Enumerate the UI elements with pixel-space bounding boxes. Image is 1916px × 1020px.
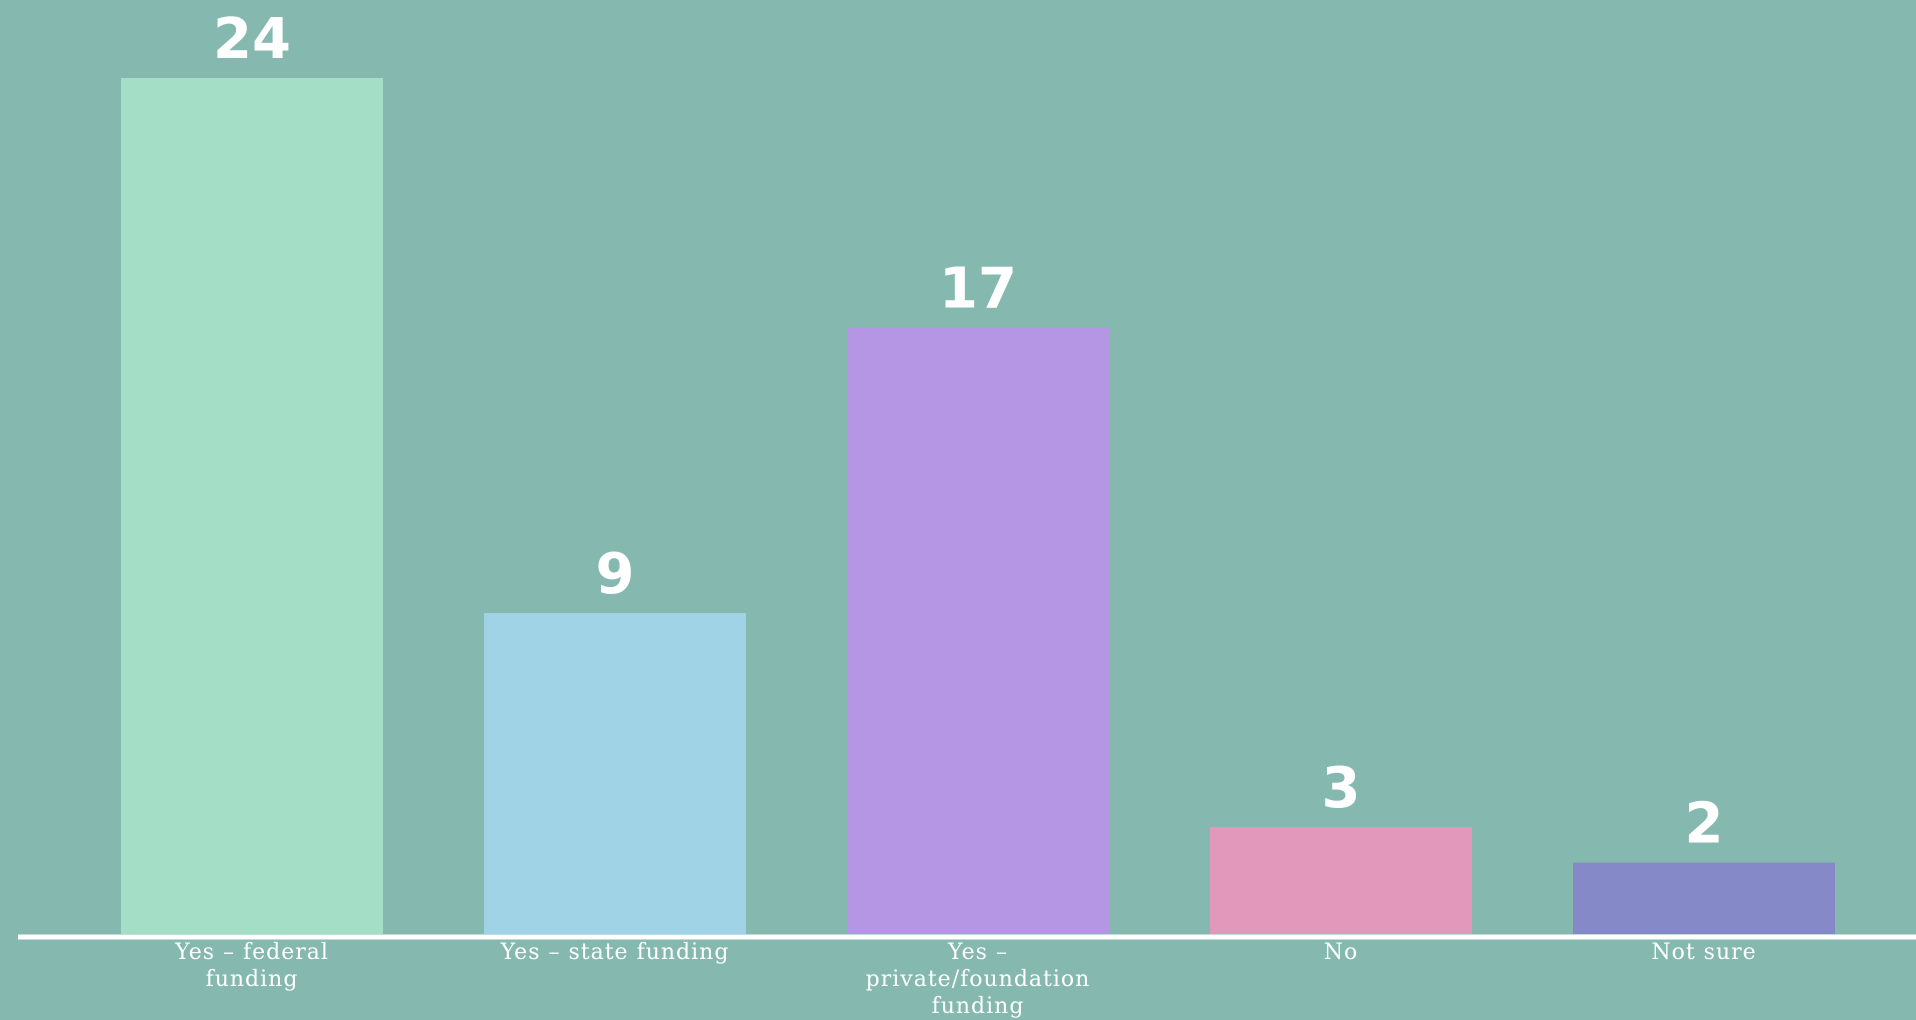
- x-tick-label-1-line-0: Yes – state funding: [500, 940, 730, 965]
- bar-2: [847, 327, 1109, 935]
- bar-1: [484, 613, 746, 934]
- x-tick-label-0: Yes – federal funding: [174, 940, 329, 992]
- bars-group: [121, 78, 1835, 935]
- x-tick-label-1: Yes – state funding: [500, 940, 730, 965]
- data-label-4: 2: [1685, 792, 1724, 857]
- data-label-0: 24: [213, 7, 291, 72]
- data-label-3: 3: [1322, 756, 1361, 821]
- x-tick-label-2-line-2: funding: [932, 994, 1025, 1019]
- bar-3: [1210, 827, 1472, 934]
- x-tick-label-4: Not sure: [1651, 940, 1756, 965]
- value-labels-group: 24 9 17 3 2: [213, 7, 1723, 857]
- x-tick-label-2-line-1: private/foundation: [866, 967, 1091, 992]
- x-tick-label-3: No: [1324, 940, 1359, 965]
- bar-0: [121, 78, 383, 934]
- x-tick-label-0-line-0: Yes – federal: [174, 940, 329, 965]
- x-tick-label-4-line-0: Not sure: [1651, 940, 1756, 965]
- x-tick-label-3-line-0: No: [1324, 940, 1359, 965]
- data-label-1: 9: [596, 542, 635, 607]
- x-tick-label-2: Yes – private/foundation funding: [866, 940, 1091, 1019]
- bar-4: [1573, 862, 1835, 934]
- data-label-2: 17: [939, 257, 1017, 322]
- x-tick-label-2-line-0: Yes –: [947, 940, 1008, 965]
- x-tick-label-0-line-1: funding: [206, 967, 299, 992]
